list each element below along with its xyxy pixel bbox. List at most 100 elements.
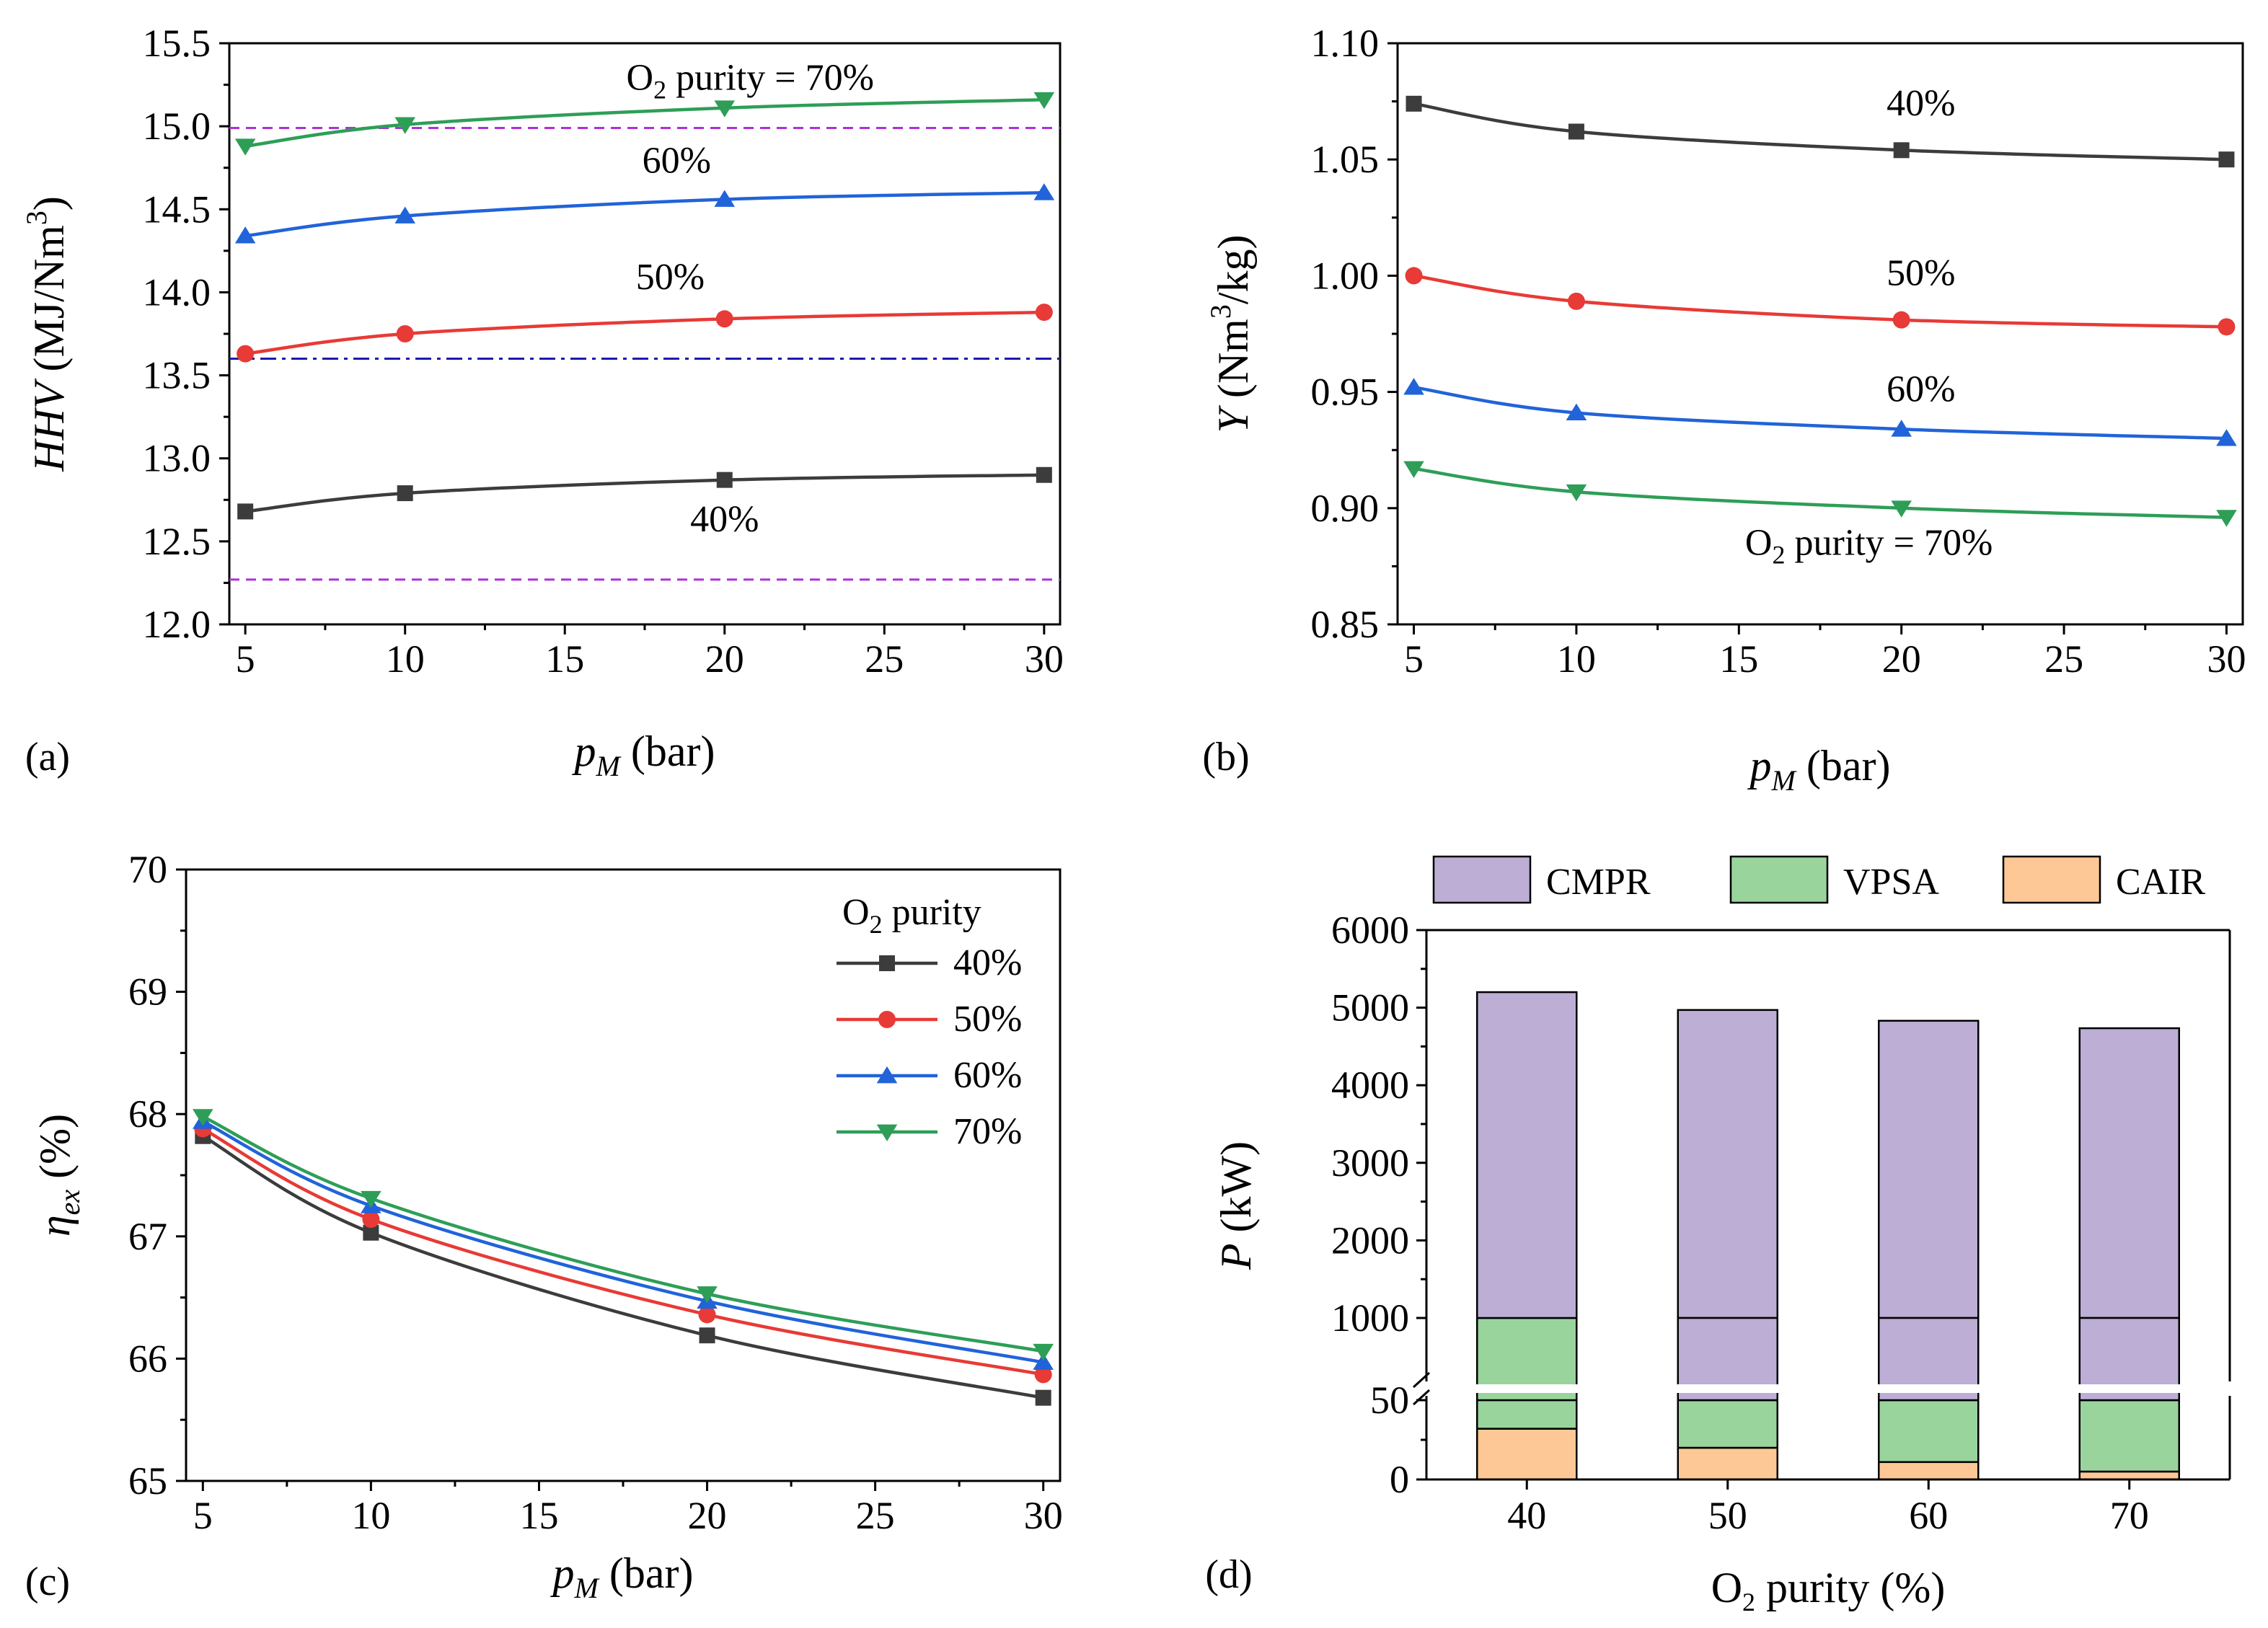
data-point-60% xyxy=(1403,378,1424,395)
panel-label: (d) xyxy=(1205,1552,1252,1597)
series-group xyxy=(193,1109,1054,1406)
data-point-50% xyxy=(1567,292,1585,310)
panel-a-hhv-chart: 5 10 15 20 25 30 12.0 12.5 13.0 13.5 14.0 14.5 15.0 1… xyxy=(20,22,1064,782)
data-point-60% xyxy=(1033,183,1055,200)
data-point-50% xyxy=(715,310,733,328)
legend-label-60%: 60% xyxy=(953,1055,1022,1096)
y-tick-label: 14.5 xyxy=(143,187,211,231)
y-tick-label: 0 xyxy=(1390,1458,1409,1501)
y-tick-label: 67 xyxy=(128,1215,167,1258)
bar-CAIR-40 xyxy=(1476,1428,1578,1481)
bar-CMPR-50 xyxy=(1677,1009,1778,1319)
legend-label-50%: 50% xyxy=(953,999,1022,1040)
y-tick-label: 70 xyxy=(128,848,167,891)
y-tick-label: 1.10 xyxy=(1311,22,1380,65)
panel-label: (c) xyxy=(25,1560,70,1604)
y-tick-label: 65 xyxy=(128,1459,167,1503)
bar-VPSA-50 xyxy=(1677,1399,1778,1449)
x-axis-title: pM (bar) xyxy=(1747,742,1891,797)
bar-VPSA-60 xyxy=(1878,1399,1980,1464)
legend-marker-40% xyxy=(879,955,895,971)
panel-c-exergy-efficiency-chart: 5 10 15 20 25 30 65 66 67 68 69 70 pM (bar) ηex (%) (c… xyxy=(25,848,1063,1604)
y-tick-label: 14.0 xyxy=(143,270,211,314)
bar-CAIR-60 xyxy=(1878,1461,1980,1481)
data-point-60% xyxy=(2216,429,2237,446)
x-tick-label: 10 xyxy=(351,1494,390,1537)
legend-swatch-VPSA xyxy=(1729,855,1829,904)
data-point-70% xyxy=(1033,92,1055,110)
series-label-40%: 40% xyxy=(1887,83,1955,124)
data-point-60% xyxy=(234,226,256,244)
legend-marker-60% xyxy=(876,1066,898,1084)
series-label-50%: 50% xyxy=(1887,252,1955,293)
y-tick-label: 15.0 xyxy=(143,105,211,148)
x-tick-label: 70 xyxy=(2110,1494,2149,1537)
data-point-60% xyxy=(1566,403,1587,421)
legend-label-CAIR: CAIR xyxy=(2116,862,2206,903)
data-point-60% xyxy=(1891,420,1912,437)
data-point-60% xyxy=(1033,1353,1054,1370)
data-point-40% xyxy=(1036,466,1052,483)
x-tick-label: 5 xyxy=(193,1494,213,1537)
y-tick-label: 6000 xyxy=(1331,908,1409,952)
data-point-70% xyxy=(234,138,256,156)
data-point-70% xyxy=(1403,461,1424,478)
panel-b-yield-chart: 5 10 15 20 25 30 0.85 0.90 0.95 1.00 1.05 1.10 40% 50… xyxy=(1202,22,2246,797)
y-tick-label: 2000 xyxy=(1331,1218,1409,1262)
data-point-40% xyxy=(716,472,733,488)
y-tick-label: 4000 xyxy=(1331,1063,1409,1107)
data-point-40% xyxy=(1568,123,1584,140)
y-tick-label: 0.95 xyxy=(1311,371,1380,414)
series-line-60% xyxy=(1413,385,2227,441)
x-tick-label: 5 xyxy=(1404,637,1424,681)
series-line-50% xyxy=(244,310,1044,355)
y-tick-label: 13.5 xyxy=(143,354,211,397)
data-point-40% xyxy=(1035,1389,1051,1406)
axis-break-mark xyxy=(1412,1389,1431,1406)
data-point-40% xyxy=(699,1327,715,1344)
data-point-60% xyxy=(394,206,415,224)
data-point-40% xyxy=(2218,151,2235,168)
y-tick-label: 12.5 xyxy=(143,520,211,563)
y-tick-label: 0.90 xyxy=(1311,487,1380,530)
series-label-70%: O2 purity = 70% xyxy=(627,57,874,104)
data-point-50% xyxy=(362,1211,380,1229)
series-label-40%: 40% xyxy=(690,499,759,540)
x-axis-title: pM (bar) xyxy=(550,1549,694,1604)
data-point-70% xyxy=(2216,510,2237,527)
series-label-50%: 50% xyxy=(636,257,705,298)
bar-VPSA-40 xyxy=(1476,1399,1578,1430)
x-tick-label: 10 xyxy=(386,637,425,681)
bar-CAIR-70 xyxy=(2078,1470,2180,1481)
series-group xyxy=(1403,95,2237,527)
x-tick-label: 30 xyxy=(1024,1494,1063,1537)
bar-CMPR-60 xyxy=(1878,1019,1980,1319)
data-point-50% xyxy=(396,325,414,342)
x-tick-label: 30 xyxy=(2207,637,2246,681)
data-point-70% xyxy=(394,117,415,134)
legend-label-70%: 70% xyxy=(953,1111,1022,1152)
data-point-70% xyxy=(1891,500,1912,518)
y-tick-label: 1000 xyxy=(1331,1296,1409,1340)
x-tick-label: 15 xyxy=(1719,637,1758,681)
series-line-40% xyxy=(244,473,1044,513)
y-tick-label: 12.0 xyxy=(143,603,211,646)
series-line-60% xyxy=(244,191,1044,238)
legend-marker-50% xyxy=(878,1011,896,1028)
data-point-70% xyxy=(697,1286,718,1304)
x-tick-label: 25 xyxy=(865,637,904,681)
series-line-70% xyxy=(202,1115,1044,1353)
x-tick-label: 50 xyxy=(1708,1494,1747,1537)
x-tick-label: 25 xyxy=(856,1494,895,1537)
y-tick-label: 69 xyxy=(128,970,167,1014)
y-tick-label: 1.00 xyxy=(1311,254,1380,297)
series-label-60%: 60% xyxy=(643,141,711,182)
y-axis-title: ηex (%) xyxy=(31,1114,86,1237)
x-tick-label: 20 xyxy=(688,1494,727,1537)
legend-label-VPSA: VPSA xyxy=(1843,862,1939,903)
y-tick-label: 5000 xyxy=(1331,986,1409,1030)
x-tick-label: 25 xyxy=(2044,637,2083,681)
x-tick-label: 5 xyxy=(236,637,255,681)
data-point-50% xyxy=(1034,1366,1052,1384)
